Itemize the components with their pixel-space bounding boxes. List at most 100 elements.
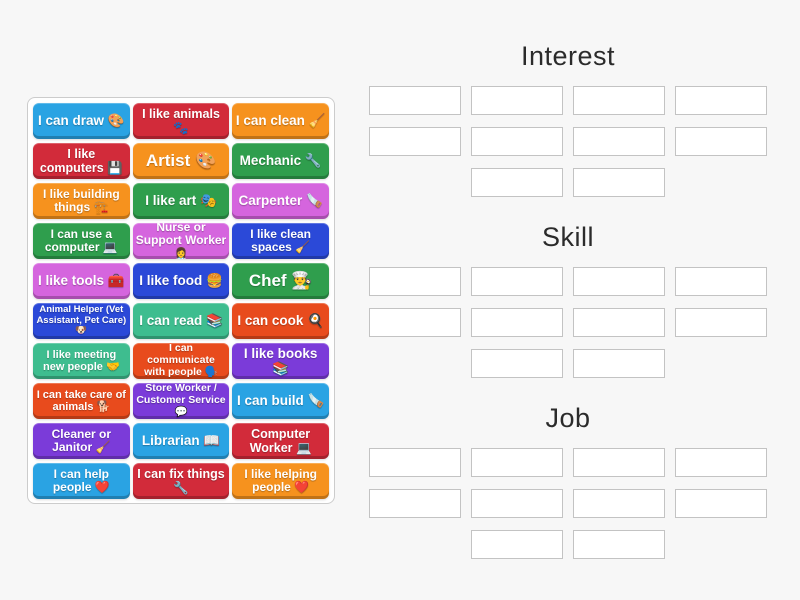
word-tile[interactable]: I like meeting new people 🤝 [33,343,130,379]
word-tile-label: I like computers 💾 [39,147,123,175]
word-tile-label: I can read 📚 [139,313,223,329]
drop-slot[interactable] [471,86,563,115]
drop-slot[interactable] [369,308,461,337]
word-tile-label: I like building things 🏗️ [42,186,120,214]
word-tile[interactable]: Carpenter 🪚 [232,183,329,219]
word-tile[interactable]: Store Worker / Customer Service 💬 [132,383,230,419]
drop-slot[interactable] [471,448,563,477]
word-tile[interactable]: I can draw 🎨 [33,103,130,139]
word-tile-label: Animal Helper (Vet Assistant, Pet Care) … [36,304,127,337]
word-tile[interactable]: I can cook 🍳 [232,303,329,339]
drop-slot[interactable] [573,127,665,156]
drop-slot[interactable] [369,267,461,296]
drop-slot[interactable] [573,448,665,477]
word-tile[interactable]: I like tools 🧰 [33,263,130,299]
word-tile-label: I can help people ❤️ [52,466,110,494]
drop-slot[interactable] [573,267,665,296]
word-tile[interactable]: I like art 🎭 [132,183,230,219]
word-tile[interactable]: Mechanic 🔧 [232,143,329,179]
drop-slot[interactable] [471,308,563,337]
word-tile-label: I can take care of animals 🐕 [36,388,126,413]
drop-slot[interactable] [675,86,767,115]
word-tile[interactable]: I like food 🍔 [132,263,230,299]
word-tile-label: I can clean 🧹 [235,113,326,129]
slot-row [363,530,773,559]
drop-slot[interactable] [471,349,563,378]
word-tile-label: I like tools 🧰 [38,273,125,289]
slot-grid-interest [363,86,773,197]
word-tile[interactable]: Cleaner or Janitor 🧹 [33,423,130,459]
drop-slot[interactable] [471,168,563,197]
word-tile[interactable]: I like books 📚 [232,343,329,379]
drop-slot[interactable] [573,530,665,559]
drop-slot[interactable] [573,349,665,378]
drop-slot[interactable] [573,86,665,115]
word-tile-label: Chef 👨‍🍳 [248,271,313,291]
slot-row [363,448,773,477]
word-tile[interactable]: Nurse or Support Worker 👩‍⚕️ [132,223,230,259]
word-tile[interactable]: I can communicate with people 🗣️ [132,343,230,379]
word-tile[interactable]: I like building things 🏗️ [33,183,130,219]
slot-row [363,168,773,197]
drop-slot[interactable] [573,168,665,197]
drop-slot[interactable] [471,267,563,296]
word-tile-label: I can use a computer 💻 [44,226,118,254]
group-title-skill: Skill [541,222,594,252]
group-section-interest: Interest [363,40,773,197]
word-tile[interactable]: Computer Worker 💻 [232,423,329,459]
drop-slot[interactable] [471,489,563,518]
word-tile[interactable]: Artist 🎨 [132,143,230,179]
word-tile[interactable]: I like animals 🐾 [132,103,230,139]
word-tile[interactable]: I can take care of animals 🐕 [33,383,130,419]
word-tile-label: I can build 🪚 [236,393,325,409]
word-tile[interactable]: I like computers 💾 [33,143,130,179]
drop-slot[interactable] [471,530,563,559]
slot-grid-skill [363,267,773,378]
word-tile-label: Nurse or Support Worker 👩‍⚕️ [135,223,227,259]
slot-row [363,86,773,115]
drop-slot[interactable] [471,127,563,156]
word-tile-label: I like clean spaces 🧹 [250,226,311,254]
word-tile[interactable]: I can read 📚 [132,303,230,339]
word-tile-label: I can draw 🎨 [38,113,125,129]
drop-slot[interactable] [369,127,461,156]
word-tile[interactable]: I like clean spaces 🧹 [232,223,329,259]
word-tile-label: I like animals 🐾 [142,107,220,135]
word-tile[interactable]: I can help people ❤️ [33,463,130,499]
drop-slot[interactable] [675,489,767,518]
group-title-interest: Interest [520,41,616,71]
drop-slot[interactable] [369,448,461,477]
word-tile-label: Mechanic 🔧 [239,153,322,169]
tile-board: I can draw 🎨 I like animals 🐾 I can clean … [27,97,335,504]
word-tile[interactable]: I like helping people ❤️ [232,463,329,499]
word-tile-label: Artist 🎨 [145,151,217,171]
drop-slot[interactable] [573,308,665,337]
word-tile-label: Computer Worker 💻 [249,427,312,455]
drop-slot[interactable] [675,127,767,156]
drop-slot[interactable] [573,489,665,518]
group-title-job: Job [545,403,591,433]
word-tile-label: Librarian 📖 [141,433,221,449]
drop-slot[interactable] [675,448,767,477]
word-tile-label: Store Worker / Customer Service 💬 [136,383,226,418]
group-section-skill: Skill [363,221,773,378]
word-tile[interactable]: I can build 🪚 [232,383,329,419]
drop-slot[interactable] [675,308,767,337]
slot-row [363,308,773,337]
word-tile[interactable]: Animal Helper (Vet Assistant, Pet Care) … [33,303,130,339]
drop-slot[interactable] [675,267,767,296]
word-tile-label: Carpenter 🪚 [238,193,323,209]
word-tile[interactable]: I can use a computer 💻 [33,223,130,259]
word-tile-label: I can fix things 🔧 [137,467,225,495]
word-tile[interactable]: Librarian 📖 [132,423,230,459]
word-tile-label: I like art 🎭 [145,193,217,209]
word-tile[interactable]: Chef 👨‍🍳 [232,263,329,299]
word-tile-label: I like food 🍔 [139,273,223,289]
drop-slot[interactable] [369,86,461,115]
slot-grid-job [363,448,773,559]
drop-slot[interactable] [369,489,461,518]
word-tile-label: I can communicate with people 🗣️ [144,343,218,378]
word-tile[interactable]: I can clean 🧹 [232,103,329,139]
word-tile[interactable]: I can fix things 🔧 [132,463,230,499]
